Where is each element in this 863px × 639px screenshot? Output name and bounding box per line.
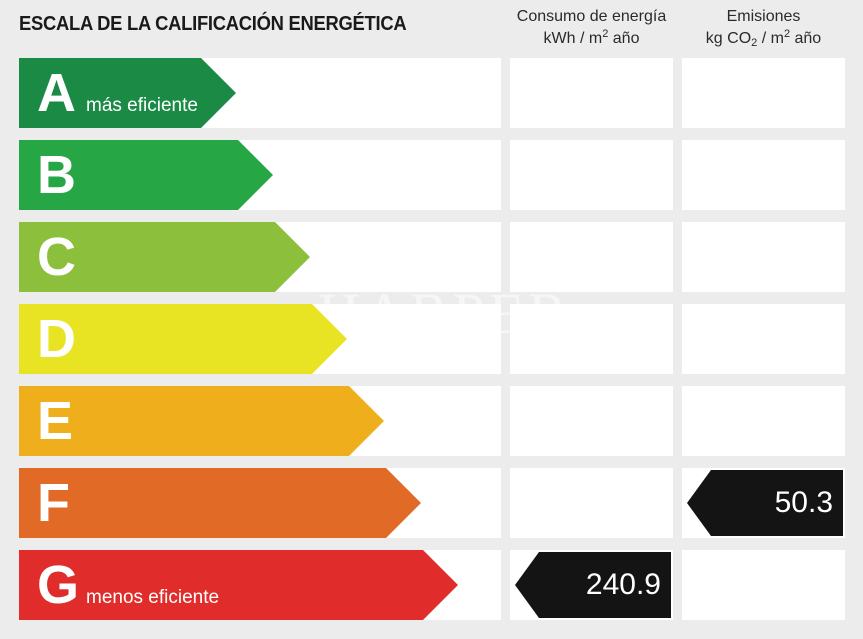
rating-label-g: menos eficiente: [86, 587, 220, 608]
rating-arrow-e: E: [19, 386, 384, 456]
consumption-cell-a: [510, 58, 673, 128]
rating-letter-b: B: [37, 145, 76, 205]
emissions-marker-value: 50.3: [774, 486, 833, 519]
page-title: ESCALA DE LA CALIFICACIÓN ENERGÉTICA: [19, 13, 407, 35]
rating-letter-e: E: [37, 391, 74, 451]
rating-label-a: más eficiente: [86, 95, 198, 116]
consumption-cell-b: [510, 140, 673, 210]
emissions-marker: 50.3: [687, 470, 843, 536]
emissions-cell-e: [682, 386, 845, 456]
rating-letter-a: A: [37, 63, 76, 123]
emissions-cell-a: [682, 58, 845, 128]
consumption-cell-c: [510, 222, 673, 292]
emissions-header-label: Emisiones: [726, 8, 801, 25]
emissions-cell-b: [682, 140, 845, 210]
rating-letter-d: D: [37, 309, 76, 369]
consumption-marker-value: 240.9: [585, 568, 661, 601]
rating-arrow-b: B: [19, 140, 273, 210]
emissions-cell-g: [682, 550, 845, 620]
consumption-cell-e: [510, 386, 673, 456]
emissions-header-unit: kg CO2 / m2 año: [705, 28, 822, 49]
emissions-cell-d: [682, 304, 845, 374]
consumption-cell-d: [510, 304, 673, 374]
consumption-header-unit: kWh / m2 año: [543, 28, 640, 48]
rating-arrow-c: C: [19, 222, 310, 292]
rating-letter-g: G: [37, 555, 80, 615]
rating-letter-f: F: [37, 473, 70, 533]
rating-arrow-d: D: [19, 304, 347, 374]
consumption-marker: 240.9: [515, 552, 671, 618]
emissions-cell-c: [682, 222, 845, 292]
consumption-header-label: Consumo de energía: [516, 8, 667, 25]
emissions-column-header: Emisiones kg CO2 / m2 año: [682, 6, 845, 50]
consumption-column-header: Consumo de energía kWh / m2 año: [510, 6, 673, 50]
consumption-cell-f: [510, 468, 673, 538]
rating-arrow-f: F: [19, 468, 421, 538]
rating-letter-c: C: [37, 227, 76, 287]
